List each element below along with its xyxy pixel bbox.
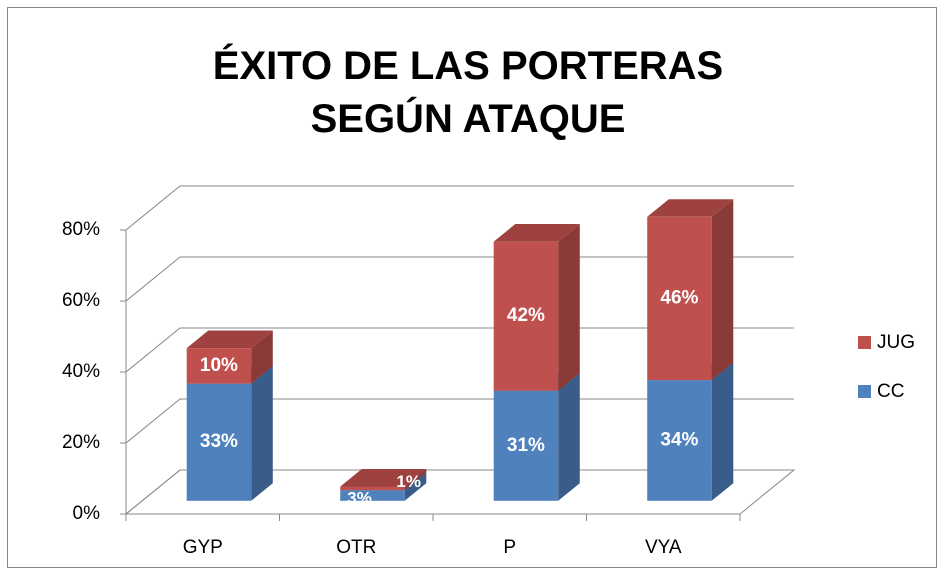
chart-border — [7, 7, 937, 568]
legend-swatch — [858, 385, 871, 398]
legend-label: CC — [877, 381, 904, 402]
y-tick-label: 0% — [73, 503, 101, 524]
bar — [186, 383, 252, 501]
bar — [493, 241, 559, 391]
grid-line — [125, 398, 794, 444]
bar — [340, 490, 405, 501]
legend-label: JUG — [877, 332, 915, 353]
x-tick-label: GYP — [183, 537, 223, 558]
bar-side — [251, 330, 273, 384]
bar-top — [647, 199, 734, 217]
grid-line — [125, 469, 794, 515]
bar-side — [404, 472, 427, 501]
bar — [647, 216, 712, 381]
data-label: 3% — [347, 488, 372, 507]
legend-swatch — [858, 336, 871, 349]
x-tick-label: OTR — [336, 537, 376, 558]
data-label: 34% — [660, 429, 698, 450]
bar-top — [186, 330, 273, 349]
y-tick-label: 80% — [62, 219, 100, 240]
bar-side — [711, 199, 734, 381]
y-tick-label: 40% — [62, 361, 100, 382]
data-label: 10% — [200, 355, 238, 376]
bar-top — [493, 224, 580, 242]
data-label: 46% — [660, 287, 698, 308]
grid-line — [125, 185, 794, 231]
bar — [647, 380, 712, 501]
data-label: 31% — [507, 435, 545, 456]
data-label: 33% — [200, 431, 238, 452]
bar-side — [558, 373, 580, 501]
bar-side — [404, 469, 427, 491]
data-label: 42% — [507, 305, 545, 326]
grid-line — [125, 327, 794, 373]
bar — [186, 348, 252, 384]
bar-side — [558, 224, 580, 391]
bar-top — [340, 469, 427, 487]
title-box: ÉXITO DE LAS PORTERAS SEGÚN ATAQUE — [212, 44, 724, 141]
grid-line — [125, 256, 794, 302]
x-tick-label: P — [503, 537, 516, 558]
bar-side — [711, 362, 734, 501]
bar-side — [251, 366, 273, 501]
bar — [493, 390, 559, 501]
y-tick-label: 20% — [62, 432, 100, 453]
data-label: 1% — [396, 472, 421, 491]
chart-title: ÉXITO DE LAS PORTERAS SEGÚN ATAQUE — [212, 44, 724, 141]
bar — [340, 486, 405, 491]
x-tick-label: VYA — [645, 537, 682, 558]
y-tick-label: 60% — [62, 290, 100, 311]
